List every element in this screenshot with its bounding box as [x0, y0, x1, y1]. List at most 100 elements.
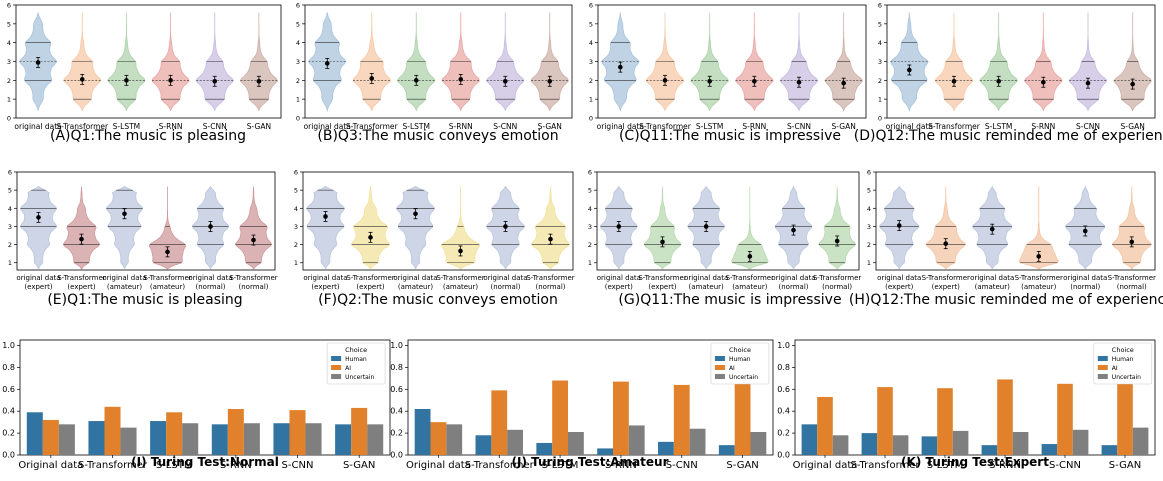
x-tick-label: S-CNN — [493, 122, 517, 131]
x-tick-label: (amateur) — [732, 283, 767, 291]
mean-marker — [1130, 81, 1135, 87]
x-tick-label: S-RNN — [220, 460, 252, 471]
x-tick-label: original data — [886, 122, 933, 131]
x-tick-label: (amateur) — [1021, 283, 1056, 291]
y-tick-label: 4 — [588, 205, 592, 213]
bar-uncertain — [243, 423, 260, 455]
x-tick-label: (normal) — [536, 283, 566, 291]
mean-marker — [662, 78, 668, 83]
x-tick-label: S-Transformer — [56, 122, 109, 131]
mean-marker — [1129, 239, 1135, 245]
x-tick-label: original data — [1063, 274, 1107, 282]
bar-uncertain — [952, 430, 969, 455]
mean-marker — [996, 78, 1001, 84]
y-tick-label: 0.8 — [2, 363, 15, 372]
x-tick-label: (expert) — [67, 283, 95, 291]
panel-caption: (A)Q1:The music is pleasing — [50, 128, 246, 144]
x-tick-label: (amateur) — [107, 283, 142, 291]
x-tick-label: S-GAN — [1109, 460, 1141, 471]
y-tick-label: 1.0 — [2, 341, 15, 350]
mean-marker — [503, 224, 508, 229]
mean-marker — [369, 76, 375, 81]
x-tick-label: (amateur) — [398, 283, 433, 291]
y-tick-label: 0.6 — [777, 385, 790, 394]
x-tick-label: original data — [483, 274, 527, 282]
y-tick-label: 4 — [867, 205, 871, 213]
x-tick-label: (normal) — [1117, 283, 1147, 291]
bar-uncertain — [628, 425, 645, 455]
legend-title: Choice — [729, 346, 751, 354]
bar-human — [88, 421, 105, 455]
x-tick-label: S-Transformer — [1015, 274, 1063, 282]
legend-swatch — [331, 356, 342, 361]
violin-body — [19, 186, 58, 271]
y-tick-label: 0.8 — [777, 363, 790, 372]
y-tick-label: 3 — [8, 223, 12, 231]
bar-uncertain — [182, 423, 199, 455]
bar-uncertain — [58, 424, 75, 455]
y-tick-label: 1 — [588, 259, 592, 267]
x-tick-label: S-GAN — [1121, 122, 1145, 131]
mean-marker — [896, 223, 902, 228]
x-tick-label: S-Transformer — [78, 460, 148, 471]
mean-marker — [165, 249, 170, 255]
y-tick-label: 5 — [8, 187, 12, 195]
x-tick-label: (expert) — [24, 283, 52, 291]
y-tick-label: 0.2 — [777, 429, 790, 438]
legend-box — [1093, 342, 1153, 385]
x-tick-label: original data — [597, 122, 644, 131]
mean-marker — [841, 80, 846, 86]
y-tick-label: 1 — [8, 259, 12, 267]
y-tick-label: 1 — [294, 259, 298, 267]
bar-ai — [166, 412, 183, 455]
plot-frame — [302, 171, 574, 271]
x-tick-label: S-Transformer — [638, 274, 686, 282]
bar-uncertain — [120, 427, 137, 455]
x-tick-label: (normal) — [822, 283, 852, 291]
x-tick-label: S-Transformer — [850, 460, 920, 471]
bar-uncertain — [1072, 429, 1089, 455]
violin-body — [731, 186, 769, 270]
y-tick-label: 3 — [589, 58, 593, 66]
x-tick-label: S-Transformer — [813, 274, 861, 282]
legend-label: Uncertain — [729, 374, 758, 381]
violin-body — [1018, 186, 1059, 270]
y-tick-label: 6 — [8, 169, 12, 177]
bar-ai — [491, 390, 508, 455]
panel-k: 0.0 0.2 0.4 0.6 0.8 1.0 Original dataS-Transfo… — [777, 339, 1156, 471]
y-tick-label: 2 — [7, 77, 11, 85]
panel-caption: (I) Turing Test:Normal — [131, 455, 279, 469]
panel-i: 0.0 0.2 0.4 0.6 0.8 1.0 Original dataS-Transfo… — [2, 339, 391, 471]
y-tick-label: 5 — [588, 187, 592, 195]
y-tick-label: 0.4 — [390, 407, 403, 416]
bar-ai — [552, 380, 568, 455]
y-tick-label: 0.2 — [2, 429, 15, 438]
legend-swatch — [1097, 374, 1108, 379]
x-tick-label: (expert) — [356, 283, 384, 291]
y-tick-label: 5 — [7, 20, 11, 28]
x-tick-label: S-Transformer — [465, 460, 535, 471]
mean-marker — [324, 61, 330, 66]
bar-ai — [937, 388, 953, 455]
y-tick-label: 1.0 — [777, 341, 790, 350]
bar-ai — [430, 422, 447, 455]
panel-caption: (F)Q2:The music conveys emotion — [318, 292, 558, 308]
bar-human — [1041, 444, 1058, 455]
x-tick-label: S-RNN — [989, 460, 1021, 471]
bar-human — [150, 421, 167, 455]
y-tick-label: 1.0 — [390, 341, 403, 350]
y-tick-label: 3 — [867, 223, 871, 231]
bar-ai — [877, 387, 893, 455]
mean-marker — [413, 211, 418, 217]
bar-uncertain — [367, 424, 384, 455]
x-tick-label: S-LSTM — [927, 460, 964, 471]
x-tick-label: (amateur) — [689, 283, 724, 291]
mean-marker — [907, 67, 912, 73]
legend-swatch — [714, 374, 725, 379]
bar-human — [597, 448, 614, 455]
